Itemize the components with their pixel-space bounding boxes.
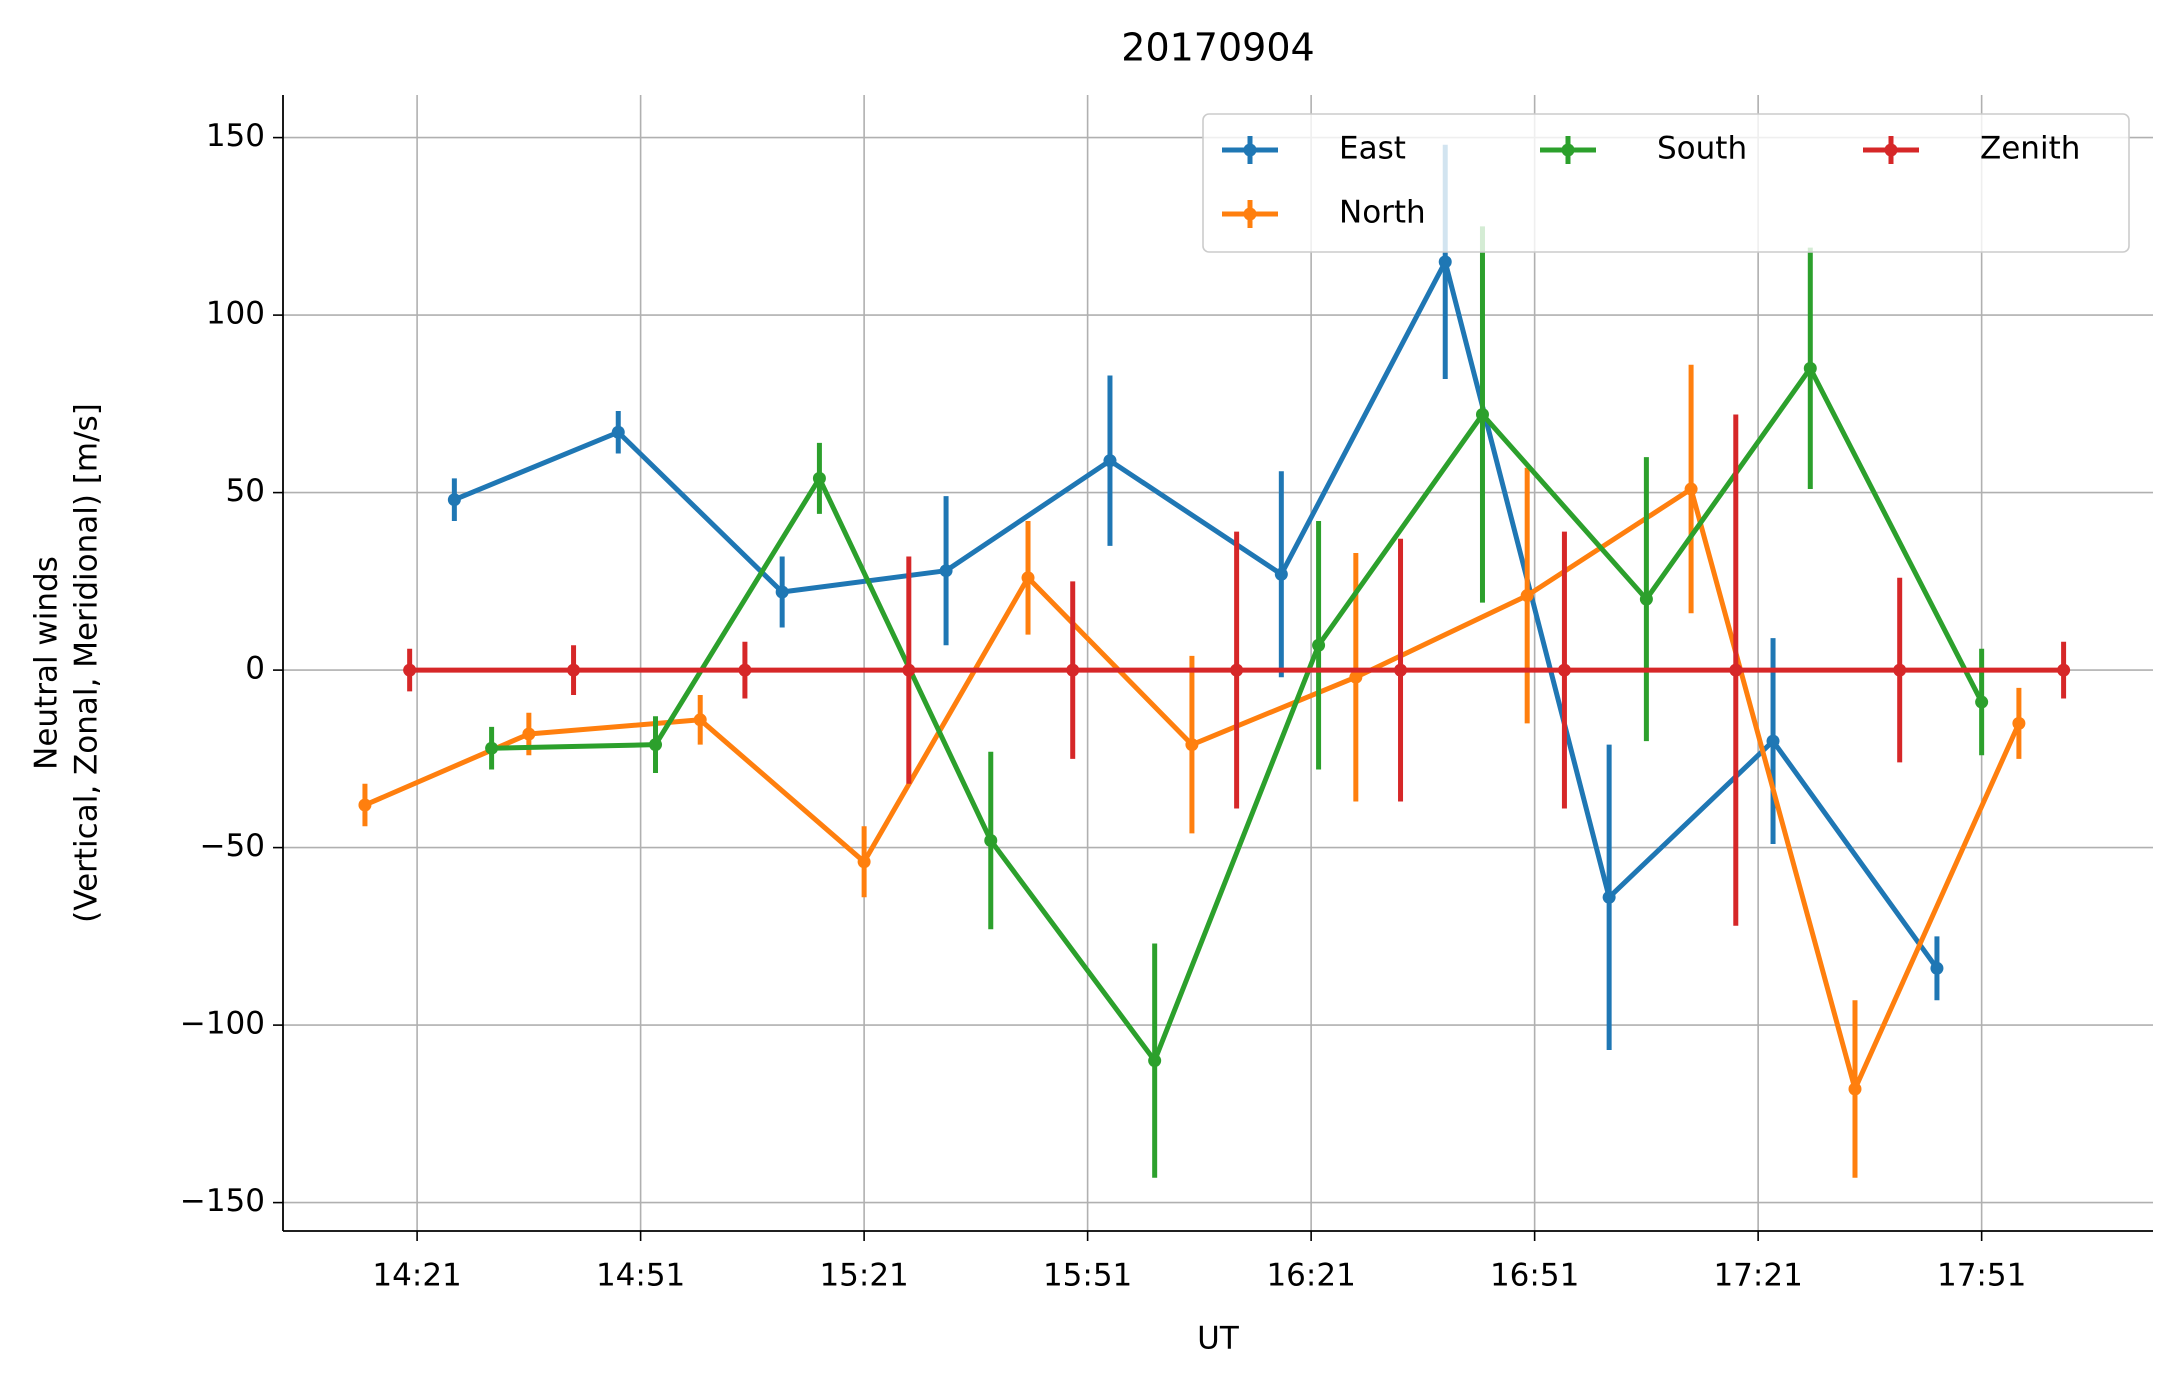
legend-swatch-point — [1243, 143, 1257, 157]
legend-label: East — [1339, 131, 1406, 167]
point — [812, 471, 826, 485]
legend-label: Zenith — [1980, 131, 2080, 167]
series-line — [453, 259, 1939, 970]
x-tick-label: 15:51 — [1043, 1258, 1132, 1294]
point — [939, 564, 953, 578]
y-tick-label: 100 — [206, 296, 265, 332]
x-tick-label: 16:51 — [1490, 1258, 1579, 1294]
point — [358, 798, 372, 812]
x-tick-label: 14:51 — [596, 1258, 685, 1294]
point — [2012, 716, 2026, 730]
point — [1684, 482, 1698, 496]
series-line — [491, 365, 1984, 1064]
point — [984, 834, 998, 847]
point — [1602, 890, 1616, 904]
point — [1103, 454, 1117, 468]
point — [738, 663, 752, 677]
legend-label: South — [1657, 131, 1747, 167]
legend-swatch-point — [1561, 143, 1575, 157]
legend-swatch-point — [1884, 143, 1898, 157]
point — [522, 727, 536, 741]
y-tick-label: 50 — [226, 473, 265, 509]
point — [775, 585, 789, 599]
y-tick-label: 0 — [245, 651, 265, 687]
point — [1438, 255, 1452, 269]
point — [1312, 638, 1326, 652]
chart-title: 20170904 — [1121, 26, 1314, 70]
point — [1394, 663, 1408, 677]
point — [1803, 361, 1817, 375]
x-tick-label: 17:21 — [1713, 1258, 1802, 1294]
point — [1520, 589, 1534, 603]
y-tick-label: −50 — [200, 828, 265, 864]
point — [1639, 592, 1653, 606]
y-axis-label-line: Neutral winds — [29, 556, 65, 770]
y-axis-label: Neutral winds (Vertical, Zonal, Meridion… — [29, 403, 105, 923]
point — [1848, 1082, 1862, 1096]
x-tick-label: 16:21 — [1266, 1258, 1355, 1294]
point — [857, 855, 871, 869]
y-axis-label-line: (Vertical, Zonal, Meridional) [m/s] — [69, 403, 105, 923]
legend-swatch-point — [1243, 207, 1257, 221]
point — [1349, 670, 1363, 684]
series — [485, 226, 1989, 1178]
point — [1975, 695, 1989, 709]
point — [1557, 663, 1571, 677]
point — [1729, 663, 1743, 677]
series — [403, 414, 2071, 926]
point — [403, 663, 417, 677]
point — [611, 425, 625, 439]
point — [1230, 663, 1244, 677]
point — [1066, 663, 1080, 677]
point — [902, 663, 916, 677]
point — [1148, 1054, 1162, 1068]
series — [358, 364, 2026, 1178]
point — [1185, 738, 1199, 752]
point — [649, 738, 663, 752]
x-tick-label: 14:21 — [372, 1258, 461, 1294]
point — [1766, 734, 1780, 748]
point — [1475, 408, 1489, 421]
legend-label: North — [1339, 195, 1426, 231]
y-tick-label: 150 — [206, 118, 265, 154]
y-tick-label: −150 — [180, 1183, 265, 1219]
x-tick-label: 15:21 — [819, 1258, 908, 1294]
y-tick-label: −100 — [180, 1006, 265, 1042]
point — [485, 741, 499, 755]
point — [1893, 663, 1907, 677]
point — [2057, 663, 2071, 677]
x-axis-label: UT — [1197, 1321, 1240, 1357]
legend: East North South Zenith — [1202, 113, 2130, 253]
point — [1274, 567, 1288, 581]
point — [1930, 961, 1944, 975]
point — [693, 713, 707, 727]
series — [447, 144, 1944, 1050]
point — [447, 493, 461, 507]
point — [1021, 571, 1035, 585]
point — [567, 663, 581, 677]
x-tick-label: 17:51 — [1937, 1258, 2026, 1294]
